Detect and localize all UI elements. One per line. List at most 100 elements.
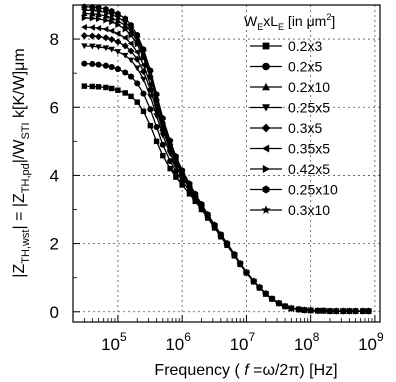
- legend-item: 0.42x5: [250, 161, 330, 177]
- legend-item: 0.3x10: [250, 202, 330, 218]
- data-point: [339, 307, 347, 315]
- data-point: [96, 15, 102, 23]
- plot-frame: [72, 4, 381, 323]
- data-point: [133, 55, 141, 63]
- data-point: [127, 73, 135, 80]
- data-point: [146, 68, 155, 76]
- legend-item: 0.25x5: [250, 100, 330, 116]
- legend-title-sup: 2: [326, 12, 331, 22]
- y-tick-label: 6: [50, 98, 59, 117]
- data-point: [122, 69, 129, 76]
- data-point: [172, 153, 180, 161]
- data-point: [114, 66, 121, 73]
- y-axis-title: |ZTH,wst| = |ZTH,pd|/WSTI k[K/W]μm: [11, 48, 32, 277]
- data-point: [153, 138, 160, 145]
- data-point: [102, 26, 109, 33]
- data-point: [81, 43, 88, 50]
- legend-label: 0.2x5: [288, 59, 322, 75]
- data-point: [127, 24, 135, 32]
- x-tick-label: 109: [358, 330, 384, 354]
- data-point: [115, 87, 121, 93]
- legend-title-rest: [in μm: [284, 13, 326, 29]
- data-point: [89, 43, 96, 50]
- data-point: [147, 122, 154, 129]
- data-point: [88, 32, 96, 40]
- legend-marker: [261, 205, 271, 214]
- data-point: [191, 190, 199, 198]
- data-point: [204, 210, 212, 218]
- data-point: [307, 306, 315, 314]
- data-point: [332, 307, 340, 315]
- data-point: [89, 24, 95, 31]
- data-point: [242, 268, 251, 276]
- data-point: [108, 10, 116, 18]
- data-point: [89, 15, 96, 22]
- y-title-unit: k[K/W]μm: [11, 48, 28, 122]
- data-point: [95, 11, 102, 18]
- y-title-eq: | = |Z: [11, 193, 28, 230]
- legend-marker: [262, 185, 270, 194]
- data-point: [268, 294, 276, 302]
- data-point: [134, 80, 141, 87]
- data-point: [140, 61, 147, 69]
- data-point: [81, 83, 88, 89]
- data-point: [95, 33, 103, 41]
- legend-label: 0.2x10: [288, 79, 330, 95]
- data-point: [159, 115, 167, 123]
- legend-label: 0.3x5: [288, 120, 322, 136]
- series-0.3x10: [80, 6, 373, 315]
- data-point: [121, 18, 129, 26]
- data-point: [103, 84, 109, 91]
- x-title-prefix: Frequency (: [154, 362, 244, 379]
- x-tick-label: 106: [165, 330, 191, 354]
- data-point: [134, 99, 140, 105]
- legend-title-w: W: [244, 13, 258, 29]
- data-point: [108, 85, 115, 92]
- data-point: [167, 158, 174, 165]
- data-point: [134, 48, 140, 56]
- data-point: [122, 90, 128, 96]
- data-point: [140, 108, 147, 115]
- data-point: [121, 42, 129, 50]
- x-title-var: f: [244, 362, 250, 379]
- data-point: [179, 182, 185, 188]
- data-point: [281, 302, 289, 310]
- y-title-sub1: TH,wst: [20, 230, 32, 264]
- legend-label: 0.25x5: [288, 100, 330, 116]
- legend-title: WExLE [in μm2]: [244, 12, 335, 32]
- x-tick-exponent: 6: [184, 330, 191, 344]
- series-line: [84, 85, 369, 312]
- data-point: [178, 166, 186, 174]
- data-point: [80, 6, 88, 14]
- data-point: [217, 230, 225, 238]
- legend-item: 0.2x5: [250, 59, 322, 75]
- x-tick-base: 10: [358, 335, 377, 354]
- data-point: [287, 304, 295, 312]
- series-layer: [80, 3, 373, 315]
- data-point: [102, 45, 110, 52]
- data-point: [102, 8, 110, 16]
- legend-label: 0.42x5: [288, 161, 330, 177]
- data-point: [210, 221, 219, 229]
- data-point: [122, 52, 129, 59]
- data-point: [147, 106, 154, 113]
- data-point: [89, 83, 96, 90]
- data-point: [94, 7, 103, 15]
- data-point: [314, 306, 322, 314]
- legend-label: 0.2x3: [288, 38, 322, 54]
- legend-items: 0.2x3 0.2x5 0.2x10 0.25x5 0.3x5 0.35x5 0.42x5 0…: [250, 38, 338, 218]
- y-title-sub3: STI: [20, 122, 32, 139]
- data-point: [146, 86, 154, 94]
- data-point: [108, 35, 116, 43]
- series-0.2x3: [81, 83, 372, 314]
- data-point: [81, 10, 88, 17]
- data-point: [173, 174, 179, 180]
- y-title-z1: |Z: [11, 264, 28, 278]
- legend-title-w-sub: E: [257, 22, 263, 32]
- data-point: [166, 137, 174, 145]
- x-tick-exponent: 5: [120, 330, 127, 344]
- data-point: [114, 17, 122, 24]
- data-point: [236, 259, 244, 267]
- legend-marker: [262, 62, 270, 71]
- data-point: [80, 32, 88, 40]
